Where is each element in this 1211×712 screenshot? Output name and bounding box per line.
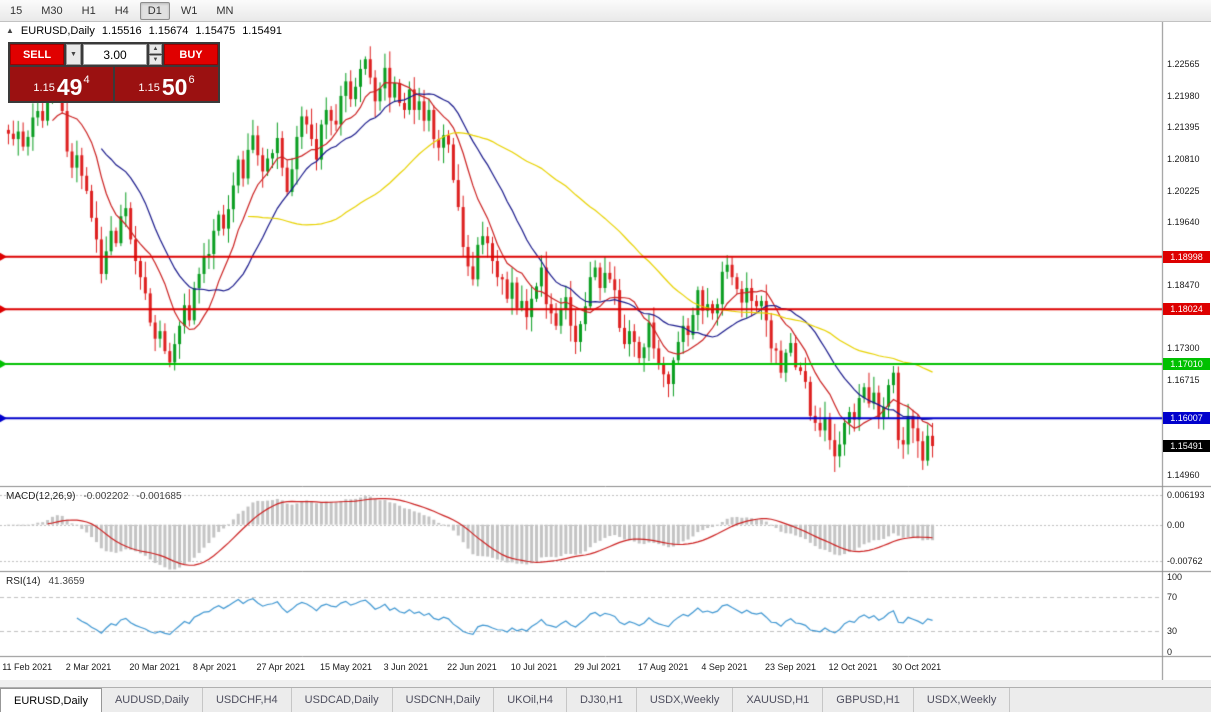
macd-name: MACD(12,26,9)	[6, 491, 76, 502]
date-axis-label: 3 Jun 2021	[383, 662, 429, 672]
chart-tab[interactable]: USDX,Weekly	[914, 688, 1011, 712]
date-axis-label: 4 Sep 2021	[701, 662, 748, 672]
sell-price-pipette: 4	[83, 74, 90, 86]
sell-price-prefix: 1.15	[33, 82, 55, 94]
date-axis-label: 23 Sep 2021	[764, 662, 817, 672]
volume-step-up-button[interactable]: ▲	[149, 44, 162, 54]
date-axis-label: 22 Jun 2021	[447, 662, 497, 672]
chart-shift-marker-icon: ▲	[6, 26, 14, 35]
price-scale-tick: 1.16715	[1167, 374, 1200, 385]
price-level-label: 1.18024	[1163, 303, 1210, 316]
price-scale-tick: 1.21980	[1167, 90, 1200, 101]
sell-button[interactable]: SELL	[10, 44, 64, 65]
chart-tab[interactable]: UKOil,H4	[494, 688, 568, 712]
date-axis-label: 2 Mar 2021	[65, 662, 112, 672]
chart-tab[interactable]: USDCAD,Daily	[292, 688, 393, 712]
macd-scale-tick: 0.006193	[1167, 489, 1205, 500]
date-axis-label: 15 May 2021	[320, 662, 373, 672]
price-scale-tick: 1.20810	[1167, 154, 1200, 165]
timeframe-button-h4[interactable]: H4	[114, 4, 129, 17]
current-price-label: 1.15491	[1163, 440, 1210, 453]
chart-symbol-label: EURUSD,Daily	[20, 25, 95, 37]
bar-close-value: 1.15491	[242, 25, 282, 37]
macd-signal-value: -0.001685	[136, 491, 182, 502]
chart-tab[interactable]: USDX,Weekly	[637, 688, 734, 712]
sell-price-display[interactable]: 1.15 49 4	[10, 67, 113, 101]
date-axis-label: 12 Oct 2021	[828, 662, 878, 672]
buy-price-display[interactable]: 1.15 50 6	[115, 67, 218, 101]
price-scale-tick: 1.14960	[1167, 469, 1200, 480]
buy-button[interactable]: BUY	[164, 44, 218, 65]
buy-price-prefix: 1.15	[138, 82, 160, 94]
price-scale-tick: 1.18470	[1167, 280, 1200, 291]
chart-tab[interactable]: USDCNH,Daily	[393, 688, 495, 712]
date-axis-label: 20 Mar 2021	[129, 662, 180, 672]
timeframe-button-w1[interactable]: W1	[180, 4, 198, 17]
price-scale-tick: 1.20225	[1167, 185, 1200, 196]
chart-tab[interactable]: GBPUSD,H1	[823, 688, 914, 712]
price-level-label: 1.18998	[1163, 250, 1210, 263]
buy-price-big-digits: 50	[161, 74, 188, 100]
price-scale-tick: 1.22565	[1167, 59, 1200, 70]
macd-scale-tick: 0.00	[1167, 519, 1185, 530]
price-scale-tick: 1.21395	[1167, 122, 1200, 133]
rsi-indicator-label: RSI(14) 41.3659	[6, 576, 85, 587]
bar-high-value: 1.15674	[148, 25, 189, 37]
date-axis-label: 30 Oct 2021	[892, 662, 942, 672]
timeframe-button-d1[interactable]: D1	[139, 1, 170, 20]
rsi-scale-tick: 70	[1167, 592, 1178, 603]
rsi-name: RSI(14)	[6, 576, 41, 587]
timeframe-button-15[interactable]: 15	[10, 4, 23, 17]
chevron-down-icon: ▼	[70, 51, 77, 58]
bar-open-value: 1.15516	[101, 25, 142, 37]
volume-input[interactable]	[83, 44, 147, 65]
one-click-trading-panel: SELL ▼ ▲ ▼ BUY 1.15 49 4 1.15	[8, 42, 220, 103]
timeframe-toolbar: 15 M30 H1 H4 D1 W1 MN	[0, 0, 1211, 22]
date-axis-label: 29 Jul 2021	[574, 662, 621, 672]
volume-stepper: ▲ ▼	[149, 44, 162, 65]
volume-preset-dropdown[interactable]: ▼	[66, 44, 81, 65]
macd-scale-tick: -0.00762	[1167, 556, 1203, 567]
chart-ohlc-info: ▲ EURUSD,Daily 1.15516 1.15674 1.15475 1…	[6, 25, 282, 37]
volume-step-down-button[interactable]: ▼	[149, 55, 162, 65]
price-level-label: 1.17010	[1163, 358, 1210, 371]
macd-indicator-label: MACD(12,26,9) -0.002202 -0.001685	[6, 491, 182, 502]
bar-low-value: 1.15475	[195, 25, 236, 37]
chart-tab-bar: EURUSD,Daily AUDUSD,Daily USDCHF,H4 USDCAD,…	[0, 687, 1211, 712]
chart-tab[interactable]: DJ30,H1	[567, 688, 637, 712]
timeframe-button-m30[interactable]: M30	[41, 4, 63, 17]
rsi-scale-tick: 30	[1167, 625, 1178, 636]
rsi-scale-tick: 100	[1167, 572, 1183, 582]
price-chart-canvas[interactable]	[0, 22, 1211, 680]
date-axis-label: 10 Jul 2021	[510, 662, 558, 672]
sell-price-big-digits: 49	[56, 74, 83, 100]
buy-price-pipette: 6	[188, 74, 195, 86]
date-axis-label: 27 Apr 2021	[256, 662, 306, 672]
date-axis-label: 8 Apr 2021	[192, 662, 237, 672]
macd-main-value: -0.002202	[83, 491, 129, 502]
date-axis-label: 11 Feb 2021	[2, 662, 53, 672]
price-scale-tick: 1.17300	[1167, 343, 1200, 354]
chart-tab[interactable]: USDCHF,H4	[203, 688, 292, 712]
chart-tab[interactable]: EURUSD,Daily	[0, 688, 102, 712]
price-scale-tick: 1.19640	[1167, 217, 1200, 228]
timeframe-button-h1[interactable]: H1	[81, 4, 96, 17]
date-axis-label: 17 Aug 2021	[637, 662, 689, 672]
chart-area: ▲ EURUSD,Daily 1.15516 1.15674 1.15475 1…	[0, 22, 1211, 680]
chart-tab[interactable]: AUDUSD,Daily	[102, 688, 203, 712]
timeframe-button-mn[interactable]: MN	[216, 4, 234, 17]
price-level-label: 1.16007	[1163, 412, 1210, 425]
rsi-value: 41.3659	[48, 576, 85, 587]
rsi-scale-tick: 0	[1167, 647, 1173, 657]
chart-tab[interactable]: XAUUSD,H1	[733, 688, 824, 712]
